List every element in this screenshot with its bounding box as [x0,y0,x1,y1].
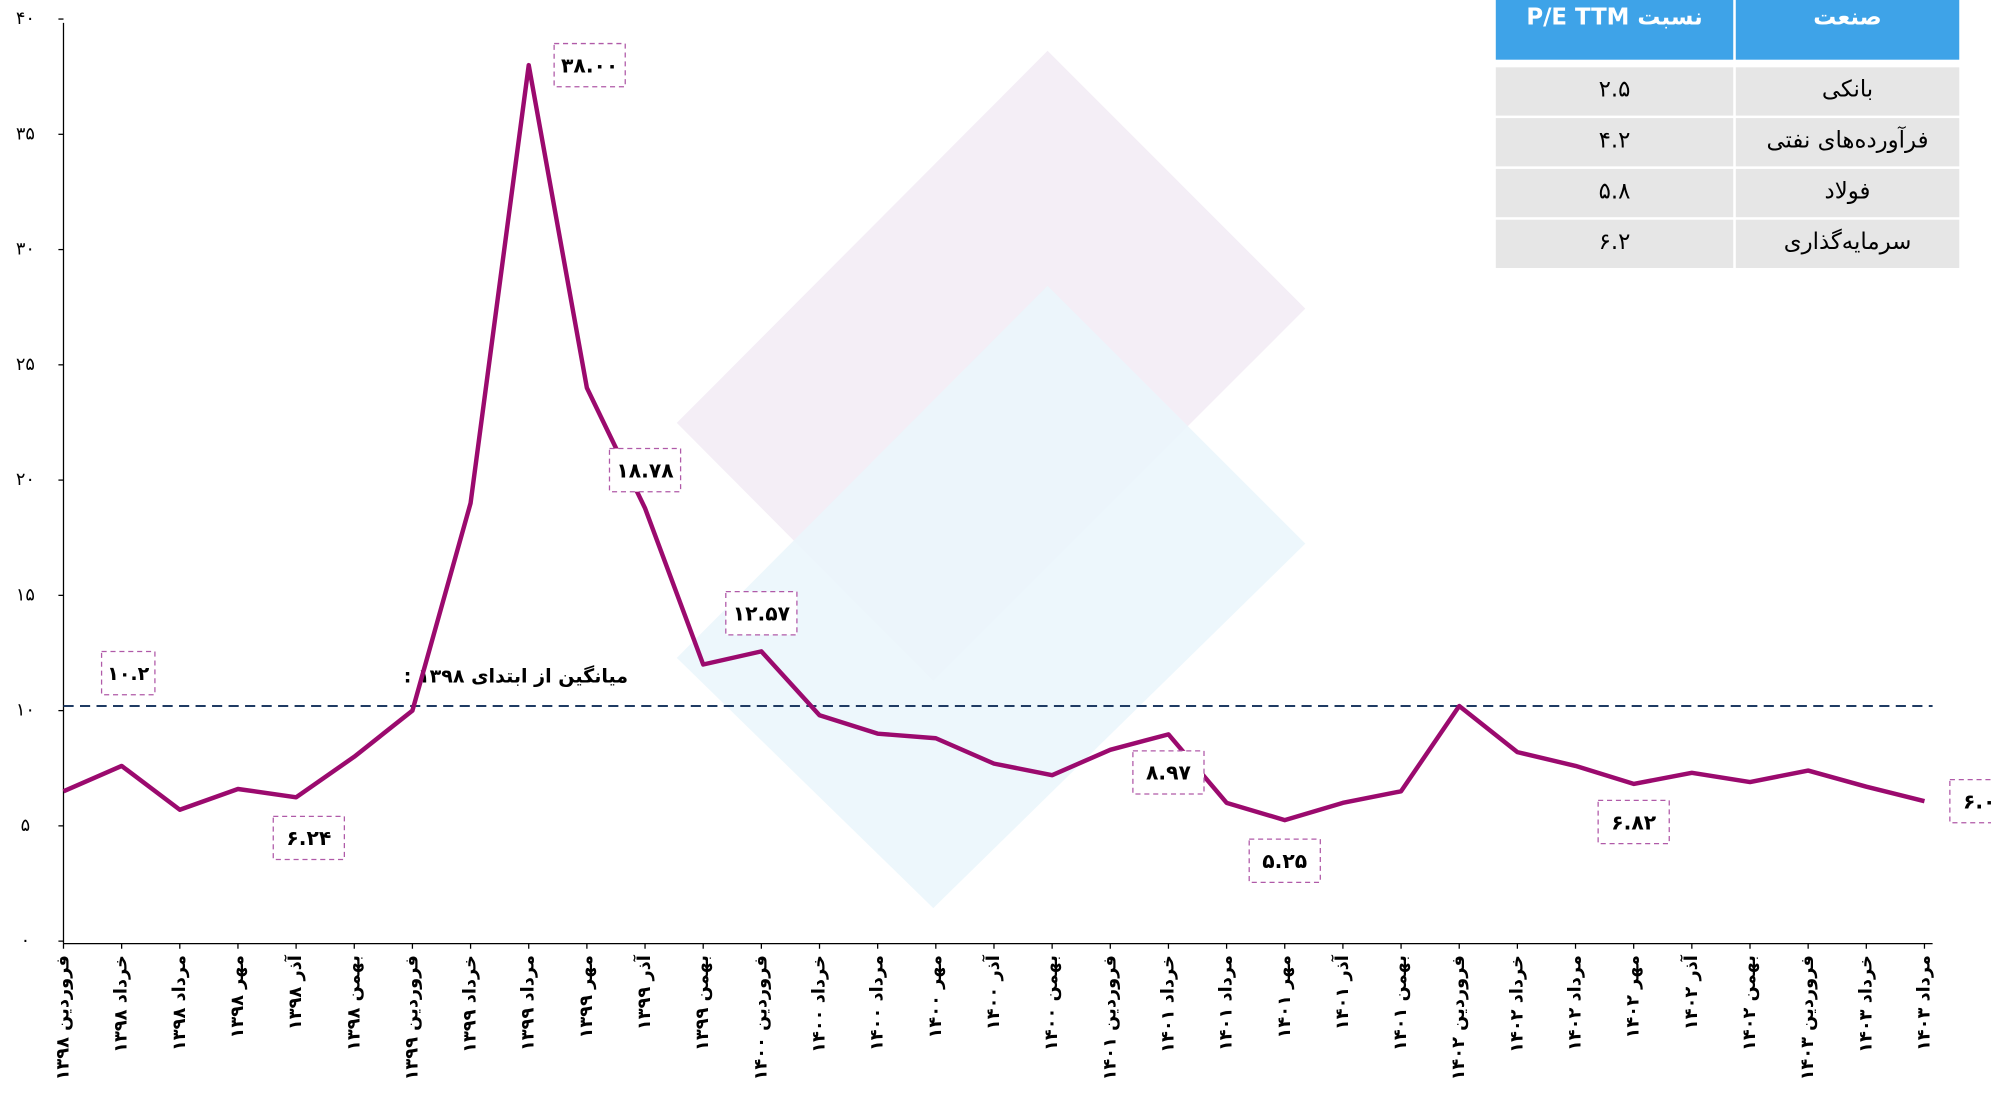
data-label: ۶.۲۴ [286,826,331,850]
table-cell [1495,219,1734,268]
table-cell-text: فولاد [1825,178,1871,204]
y-tick-label: ۲۵ [16,355,35,375]
x-tick-label: مهر ۱۴۰۱ [1275,955,1295,1038]
table-cell-text: ۵.۸ [1599,178,1631,204]
label-box [725,591,798,636]
y-tick-label: ۰ [21,931,31,951]
x-tick-label: مهر ۱۴۰۲ [1624,955,1644,1038]
table-cell [1735,67,1960,116]
y-tick-label: ۵ [21,816,31,836]
label-box [553,42,626,88]
x-tick-label: مرداد ۱۴۰۰ [868,955,888,1051]
label-box [1248,838,1321,883]
x-tick-label: خرداد ۱۴۰۳ [1856,955,1876,1053]
y-tick-label: ۱۰ [16,701,35,721]
x-tick-label: آذر ۱۳۹۹ [632,954,655,1030]
x-tick-label: مرداد ۱۴۰۱ [1217,955,1237,1051]
label-box [608,447,682,493]
table-header-cell [1735,0,1960,60]
x-tick-label: خرداد ۱۴۰۲ [1507,955,1527,1053]
x-tick-label: بهمن ۱۳۹۸ [344,955,364,1051]
x-tick-label: مهر ۱۳۹۹ [577,955,597,1038]
table-cell-text: فرآورده‌های نفتی [1766,125,1928,153]
data-label: ۳۸.۰۰ [561,53,618,77]
table-header: نسبت P/E TTM [1526,4,1702,30]
label-box [100,650,156,696]
average-label: ۱۰.۲ [107,663,149,685]
x-tick-label: خرداد ۱۴۰۰ [810,955,830,1053]
x-tick-label: بهمن ۱۴۰۲ [1740,955,1760,1051]
table-header-cell [1495,0,1734,60]
x-tick-label: خرداد ۱۳۹۹ [461,955,481,1053]
table-cell-text: سرمایه‌گذاری [1784,228,1912,255]
x-tick-label: بهمن ۱۴۰۱ [1391,955,1411,1051]
watermark [676,285,1306,909]
data-label: ۶.۰۷ [1963,789,1991,813]
x-tick-label: مرداد ۱۳۹۹ [519,955,539,1051]
y-tick-label: ۲۰ [16,470,35,490]
table-cell [1495,168,1734,218]
x-tick-label: فروردین ۱۴۰۱ [1100,955,1120,1080]
label-box [1132,750,1205,795]
x-tick-label: مهر ۱۳۹۸ [228,955,248,1038]
label-box [1597,799,1670,845]
x-tick-label: بهمن ۱۳۹۹ [693,955,713,1051]
x-tick-label: آذر ۱۳۹۸ [283,954,306,1030]
x-tick-label: آذر ۱۴۰۲ [1679,954,1702,1030]
table-cell [1495,67,1734,116]
average-text: میانگین از ابتدای ۱۳۹۸ : [404,664,628,687]
data-label: ۱۸.۷۸ [616,458,674,482]
table-cell [1495,118,1734,167]
x-tick-label: مرداد ۱۴۰۳ [1914,955,1934,1051]
table-cell-text: ۴.۲ [1599,127,1631,153]
x-tick-label: مرداد ۱۴۰۲ [1566,955,1586,1051]
table-cell-text: ۲.۵ [1599,77,1631,103]
x-tick-label: خرداد ۱۳۹۸ [112,955,132,1053]
x-tick-label: فروردین ۱۴۰۰ [751,955,771,1080]
label-box [1949,778,1991,824]
table-cell [1735,219,1960,268]
x-tick-label: فروردین ۱۴۰۲ [1449,955,1469,1080]
data-label: ۵.۲۵ [1262,849,1307,873]
data-label: ۱۲.۵۷ [733,602,791,626]
x-tick-label: آذر ۱۴۰۰ [981,954,1004,1030]
y-tick-label: ۳۵ [16,124,35,144]
y-tick-label: ۱۵ [16,585,35,605]
label-box [272,815,345,861]
series-line [62,62,1926,823]
table-header: صنعت [1813,4,1881,30]
table-cell-text: بانکی [1822,77,1873,103]
x-tick-label: بهمن ۱۴۰۰ [1042,955,1062,1051]
x-tick-label: مرداد ۱۳۹۸ [170,955,190,1051]
x-tick-label: فروردین ۱۳۹۹ [402,955,422,1080]
y-tick-label: ۳۰ [16,240,35,260]
x-tick-label: فروردین ۱۴۰۳ [1798,955,1818,1080]
x-tick-label: فروردین ۱۳۹۸ [53,955,73,1080]
x-tick-label: خرداد ۱۴۰۱ [1158,955,1178,1053]
data-label: ۶.۸۲ [1611,810,1656,834]
x-tick-label: مهر ۱۴۰۰ [926,955,946,1038]
data-label: ۸.۹۷ [1146,761,1191,785]
y-tick-label: ۴۰ [16,9,35,29]
table-cell [1735,168,1960,218]
x-tick-label: آذر ۱۴۰۱ [1330,954,1353,1030]
table-cell [1735,118,1960,167]
table-cell-text: ۶.۲ [1599,229,1631,255]
